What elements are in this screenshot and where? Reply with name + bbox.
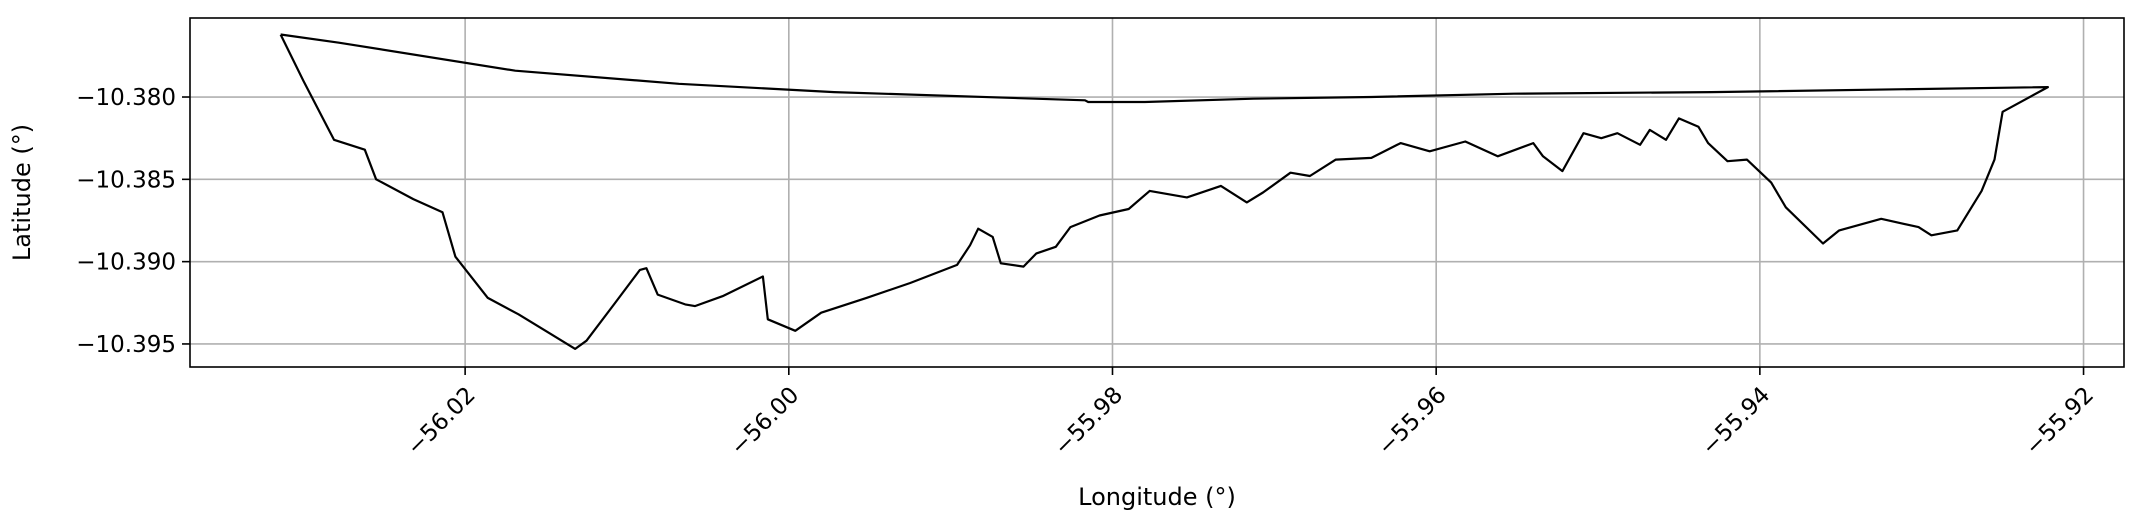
y-tick-label: −10.395 <box>76 332 176 358</box>
y-tick-label: −10.390 <box>76 250 176 276</box>
plot-area-frame <box>189 17 2125 368</box>
coastline-series-line <box>279 33 2050 350</box>
y-tick-label: −10.385 <box>76 167 176 193</box>
grid-lines <box>190 18 2124 367</box>
x-axis-label: Longitude (°) <box>1078 483 1236 511</box>
y-tick-label: −10.380 <box>76 85 176 111</box>
series-layer <box>279 33 2050 350</box>
y-axis-label: Latitude (°) <box>8 124 36 261</box>
